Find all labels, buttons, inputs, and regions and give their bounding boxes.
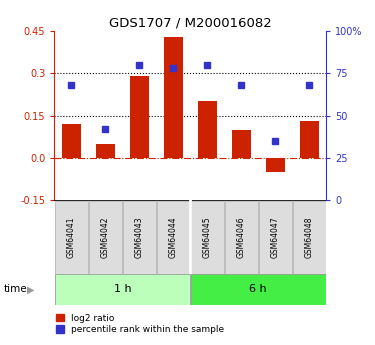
Bar [232, 130, 251, 158]
Text: ▶: ▶ [27, 285, 35, 294]
Text: GSM64043: GSM64043 [135, 216, 144, 258]
Text: GSM64042: GSM64042 [101, 216, 110, 258]
Bar [157, 201, 190, 274]
Bar [198, 101, 217, 158]
Text: GSM64047: GSM64047 [271, 216, 280, 258]
Text: time: time [4, 285, 27, 294]
Bar [191, 274, 326, 305]
Bar [89, 201, 122, 274]
Bar [266, 158, 285, 172]
Title: GDS1707 / M200016082: GDS1707 / M200016082 [109, 17, 272, 30]
Bar [225, 201, 258, 274]
Bar [259, 201, 292, 274]
Text: 1 h: 1 h [114, 285, 131, 294]
Bar [164, 37, 183, 158]
Bar [96, 144, 115, 158]
Text: GSM64046: GSM64046 [237, 216, 246, 258]
Bar [62, 124, 81, 158]
Text: 6 h: 6 h [249, 285, 267, 294]
Text: GSM64048: GSM64048 [305, 216, 314, 258]
Bar [293, 201, 326, 274]
Legend: log2 ratio, percentile rank within the sample: log2 ratio, percentile rank within the s… [55, 313, 225, 335]
Bar [55, 201, 88, 274]
Text: GSM64045: GSM64045 [203, 216, 212, 258]
Bar [191, 201, 224, 274]
Text: GSM64044: GSM64044 [169, 216, 178, 258]
Bar [130, 76, 149, 158]
Bar [123, 201, 156, 274]
Bar [55, 274, 190, 305]
Bar [300, 121, 319, 158]
Text: GSM64041: GSM64041 [67, 216, 76, 258]
